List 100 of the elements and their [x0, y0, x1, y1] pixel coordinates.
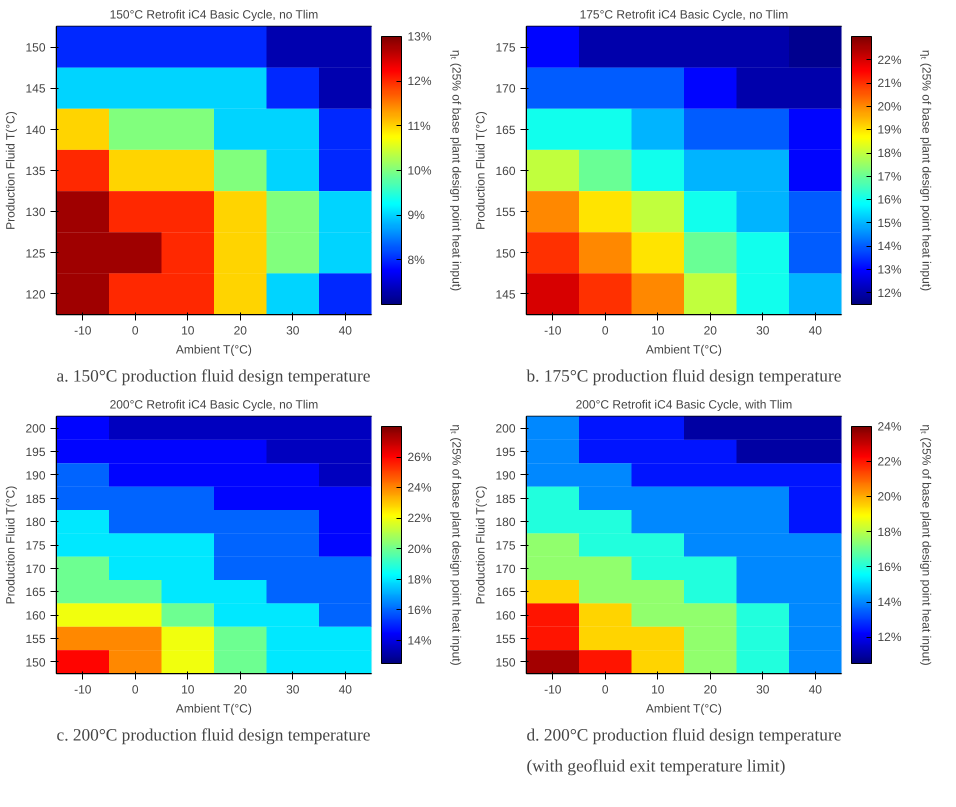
- y-tick-label: 160: [495, 608, 516, 623]
- y-tick-label: 195: [25, 445, 46, 460]
- y-tick-label: 170: [495, 82, 516, 96]
- y-tick-label: 120: [25, 287, 46, 302]
- x-tick-label: 10: [651, 682, 665, 696]
- y-tick-label: 185: [25, 492, 46, 506]
- color-bar-label: 22%: [878, 454, 902, 469]
- x-tick-label: 0: [132, 682, 139, 696]
- y-tick-label: 135: [25, 164, 46, 178]
- color-bar-label: 15%: [878, 216, 902, 230]
- x-tick-label: 40: [338, 324, 352, 338]
- y-tick-label: 175: [495, 40, 516, 55]
- y-tick-label: 150: [25, 40, 46, 55]
- color-bar-label: 24%: [878, 420, 902, 434]
- y-tick-label: 155: [25, 632, 46, 646]
- color-bar-label: 14%: [878, 595, 902, 610]
- color-bar-label: 21%: [878, 76, 902, 90]
- color-bar-title: ηₜ (25% of base plant design point heat input): [920, 424, 934, 666]
- color-bar-title: ηₜ (25% of base plant design point heat input): [450, 50, 464, 292]
- color-bar-label: 11%: [408, 118, 431, 133]
- y-tick-label: 150: [495, 246, 516, 260]
- y-tick-label: 145: [495, 287, 516, 302]
- y-tick-label: 180: [25, 515, 46, 530]
- y-tick-label: 165: [495, 122, 516, 137]
- text: b. 175°C production fluid design temperature: [526, 366, 842, 386]
- y-tick-label: 180: [495, 515, 516, 530]
- y-tick-label: 130: [25, 205, 46, 220]
- text: c. 200°C production fluid design temperature: [56, 726, 371, 744]
- x-tick-label: -10: [74, 324, 92, 338]
- x-tick-label: 10: [181, 324, 195, 338]
- color-bar-label: 22%: [878, 52, 902, 67]
- x-tick-label: 20: [234, 324, 248, 338]
- y-tick-label: 155: [495, 205, 516, 220]
- y-axis-title: Production Fluid T(°C): [3, 111, 18, 230]
- x-tick-label: 30: [756, 324, 770, 338]
- color-bar-label: 8%: [408, 252, 426, 267]
- y-axis-title: Production Fluid T(°C): [473, 111, 488, 230]
- y-tick-label: 185: [495, 492, 516, 506]
- y-tick-label: 140: [25, 122, 46, 137]
- color-bar-label: 18%: [408, 572, 432, 586]
- y-tick-label: 165: [25, 585, 46, 600]
- color-bar-label: 20%: [878, 99, 902, 114]
- text: (with geofluid exit temperature limit): [526, 756, 786, 776]
- y-tick-label: 200: [25, 422, 46, 436]
- x-axis-title: Ambient T(°C): [176, 702, 252, 716]
- x-tick-label: -10: [544, 324, 562, 338]
- chart-title: 175°C Retrofit iC4 Basic Cycle, no Tlim: [580, 8, 788, 22]
- x-tick-label: 40: [808, 682, 822, 696]
- x-tick-label: 10: [181, 682, 195, 696]
- y-tick-label: 200: [495, 422, 516, 436]
- x-tick-label: 0: [602, 682, 609, 696]
- color-bar-label: 20%: [878, 490, 902, 504]
- color-bar-label: 13%: [878, 262, 902, 277]
- x-tick-label: 0: [602, 324, 609, 338]
- color-bar-label: 14%: [408, 634, 432, 648]
- y-tick-label: 160: [25, 608, 46, 623]
- text: d. 200°C production fluid design temperature: [526, 726, 842, 744]
- color-bar-title: ηₜ (25% of base plant design point heat input): [450, 424, 464, 666]
- x-tick-label: 0: [132, 324, 139, 338]
- color-bar-title: ηₜ (25% of base plant design point heat input): [920, 50, 934, 292]
- y-tick-label: 190: [495, 468, 516, 482]
- color-bar-label: 18%: [878, 524, 902, 539]
- x-tick-label: 30: [286, 682, 300, 696]
- color-bar-label: 22%: [408, 511, 432, 526]
- y-tick-label: 150: [25, 655, 46, 670]
- y-tick-label: 170: [25, 562, 46, 576]
- color-bar-label: 12%: [878, 630, 902, 644]
- y-tick-label: 175: [495, 538, 516, 552]
- y-tick-label: 160: [495, 164, 516, 178]
- x-tick-label: 20: [704, 324, 718, 338]
- y-axis-title: Production Fluid T(°C): [473, 486, 488, 604]
- color-bar-label: 24%: [408, 480, 432, 495]
- x-axis-title: Ambient T(°C): [646, 702, 722, 716]
- color-bar-label: 19%: [878, 122, 902, 137]
- color-bar-label: 14%: [878, 239, 902, 254]
- x-axis-title: Ambient T(°C): [176, 342, 252, 356]
- y-tick-label: 125: [25, 246, 46, 260]
- color-bar-label: 16%: [878, 192, 902, 207]
- x-tick-label: 30: [286, 324, 300, 338]
- color-bar-label: 12%: [878, 286, 902, 300]
- color-bar-label: 16%: [878, 560, 902, 574]
- y-tick-label: 170: [495, 562, 516, 576]
- color-bar-label: 26%: [408, 450, 432, 464]
- x-tick-label: 10: [651, 324, 665, 338]
- color-bar-label: 12%: [408, 74, 432, 88]
- x-tick-label: -10: [74, 682, 92, 696]
- y-tick-label: 175: [25, 538, 46, 552]
- x-tick-label: -10: [544, 682, 562, 696]
- chart-title: 200°C Retrofit iC4 Basic Cycle, no Tlim: [110, 398, 318, 412]
- y-tick-label: 195: [495, 445, 516, 460]
- color-bar-label: 10%: [408, 164, 432, 178]
- text: a. 150°C production fluid design temperature: [56, 366, 371, 386]
- chart-title: 150°C Retrofit iC4 Basic Cycle, no Tlim: [110, 8, 318, 22]
- x-tick-label: 20: [234, 682, 248, 696]
- x-tick-label: 40: [808, 324, 822, 338]
- y-tick-label: 155: [495, 632, 516, 646]
- color-bar-label: 18%: [878, 146, 902, 160]
- chart-title: 200°C Retrofit iC4 Basic Cycle, with Tlim: [576, 398, 792, 412]
- color-bar-label: 13%: [408, 30, 432, 44]
- y-tick-label: 145: [25, 82, 46, 96]
